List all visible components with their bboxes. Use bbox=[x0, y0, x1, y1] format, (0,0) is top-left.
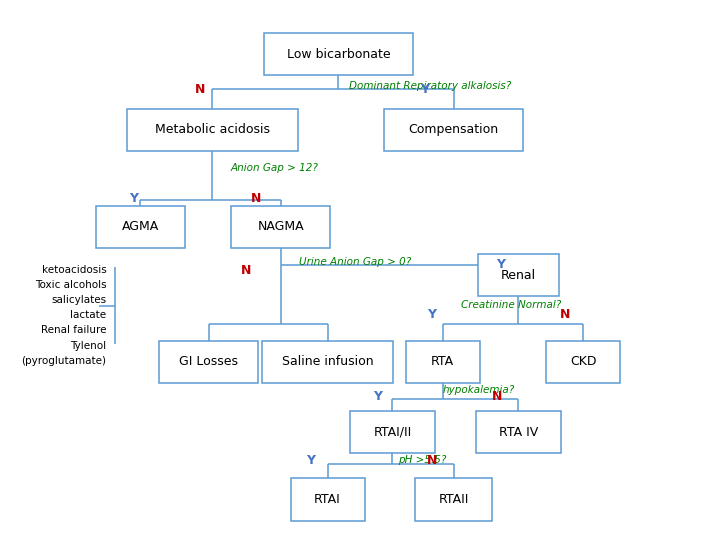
Text: RTAII: RTAII bbox=[438, 493, 469, 506]
Text: N: N bbox=[251, 192, 261, 205]
FancyBboxPatch shape bbox=[231, 206, 330, 248]
FancyBboxPatch shape bbox=[264, 33, 413, 75]
Text: NAGMA: NAGMA bbox=[258, 220, 304, 233]
Text: RTAI/II: RTAI/II bbox=[373, 426, 412, 438]
Text: Renal failure: Renal failure bbox=[41, 326, 107, 335]
Text: Y: Y bbox=[428, 308, 436, 321]
Text: Saline infusion: Saline infusion bbox=[282, 355, 374, 368]
Text: Y: Y bbox=[374, 390, 382, 403]
FancyBboxPatch shape bbox=[96, 206, 184, 248]
Text: Anion Gap > 12?: Anion Gap > 12? bbox=[230, 164, 318, 173]
Text: Y: Y bbox=[420, 83, 429, 96]
Text: salicylates: salicylates bbox=[51, 295, 107, 305]
Text: Creatinine Normal?: Creatinine Normal? bbox=[461, 300, 561, 310]
Text: RTA IV: RTA IV bbox=[499, 426, 538, 438]
Text: AGMA: AGMA bbox=[122, 220, 159, 233]
FancyBboxPatch shape bbox=[406, 341, 480, 383]
FancyBboxPatch shape bbox=[127, 109, 298, 151]
Text: Renal: Renal bbox=[501, 269, 536, 282]
Text: Urine Anion Gap > 0?: Urine Anion Gap > 0? bbox=[299, 257, 411, 267]
Text: hypokalemia?: hypokalemia? bbox=[443, 385, 515, 395]
Text: Low bicarbonate: Low bicarbonate bbox=[287, 48, 390, 60]
Text: Toxic alcohols: Toxic alcohols bbox=[35, 280, 107, 290]
FancyBboxPatch shape bbox=[262, 341, 394, 383]
FancyBboxPatch shape bbox=[546, 341, 621, 383]
FancyBboxPatch shape bbox=[384, 109, 523, 151]
FancyBboxPatch shape bbox=[415, 478, 492, 521]
Text: Tylenol: Tylenol bbox=[71, 341, 107, 350]
Text: RTAI: RTAI bbox=[314, 493, 341, 506]
Text: Y: Y bbox=[129, 192, 138, 205]
Text: N: N bbox=[427, 454, 437, 467]
Text: Y: Y bbox=[307, 454, 315, 467]
FancyBboxPatch shape bbox=[478, 254, 559, 296]
FancyBboxPatch shape bbox=[350, 411, 435, 453]
FancyBboxPatch shape bbox=[476, 411, 561, 453]
Text: GI Losses: GI Losses bbox=[179, 355, 238, 368]
Text: N: N bbox=[241, 264, 251, 276]
Text: Metabolic acidosis: Metabolic acidosis bbox=[155, 123, 270, 136]
FancyBboxPatch shape bbox=[291, 478, 365, 521]
Text: Y: Y bbox=[496, 258, 505, 271]
Text: N: N bbox=[195, 83, 205, 96]
FancyBboxPatch shape bbox=[159, 341, 258, 383]
Text: RTA: RTA bbox=[431, 355, 454, 368]
Text: lactate: lactate bbox=[71, 310, 107, 320]
Text: pH >5.5?: pH >5.5? bbox=[398, 455, 446, 465]
Text: Compensation: Compensation bbox=[408, 123, 499, 136]
Text: ketoacidosis: ketoacidosis bbox=[42, 265, 107, 275]
Text: N: N bbox=[492, 390, 502, 403]
Text: CKD: CKD bbox=[570, 355, 596, 368]
Text: (pyroglutamate): (pyroglutamate) bbox=[22, 356, 107, 366]
Text: N: N bbox=[560, 308, 570, 321]
Text: Dominant Repiratory alkalosis?: Dominant Repiratory alkalosis? bbox=[349, 82, 511, 91]
